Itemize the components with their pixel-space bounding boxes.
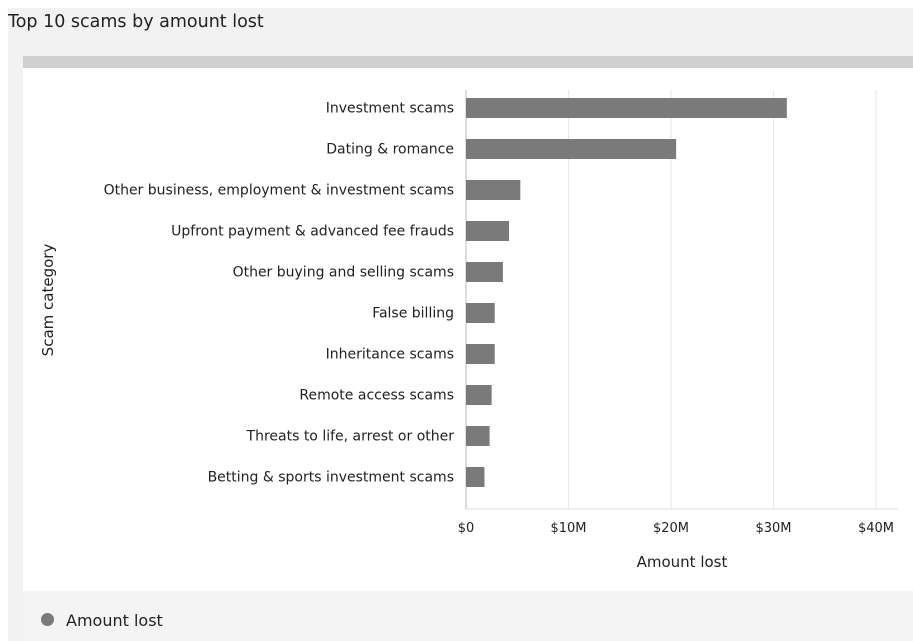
category-label: Remote access scams <box>299 388 454 404</box>
legend-marker[interactable] <box>41 613 54 626</box>
bar[interactable] <box>466 303 495 323</box>
card-header: Top 10 scams by amount lost <box>8 8 913 56</box>
bar[interactable] <box>466 344 495 364</box>
page-gutter <box>0 0 8 641</box>
card-title: Top 10 scams by amount lost <box>8 12 264 32</box>
y-axis-title: Scam category <box>39 244 57 357</box>
legend: Amount lost <box>23 591 913 641</box>
bar[interactable] <box>466 385 492 405</box>
category-label: Investment scams <box>326 101 454 117</box>
x-tick-label: $10M <box>550 521 586 536</box>
category-label: Other buying and selling scams <box>233 265 454 281</box>
bar[interactable] <box>466 98 787 118</box>
category-label: Threats to life, arrest or other <box>246 429 455 445</box>
bar[interactable] <box>466 426 490 446</box>
x-tick-label: $40M <box>858 521 894 536</box>
category-label: Inheritance scams <box>326 347 454 363</box>
bar[interactable] <box>466 262 503 282</box>
category-label: Upfront payment & advanced fee frauds <box>171 224 454 240</box>
category-label: Dating & romance <box>326 142 454 158</box>
bar[interactable] <box>466 139 677 159</box>
card-side-band <box>8 56 23 641</box>
bar[interactable] <box>466 467 485 487</box>
category-label: False billing <box>372 306 454 322</box>
bar[interactable] <box>466 221 510 241</box>
category-label: Betting & sports investment scams <box>208 470 454 486</box>
x-axis-title: Amount lost <box>637 553 728 571</box>
x-tick-label: $0 <box>458 521 475 536</box>
category-label: Other business, employment & investment … <box>104 183 454 199</box>
chart-top-rule <box>23 56 913 68</box>
legend-label[interactable]: Amount lost <box>66 611 163 630</box>
bar[interactable] <box>466 180 521 200</box>
x-tick-label: $30M <box>755 521 791 536</box>
x-tick-label: $20M <box>653 521 689 536</box>
